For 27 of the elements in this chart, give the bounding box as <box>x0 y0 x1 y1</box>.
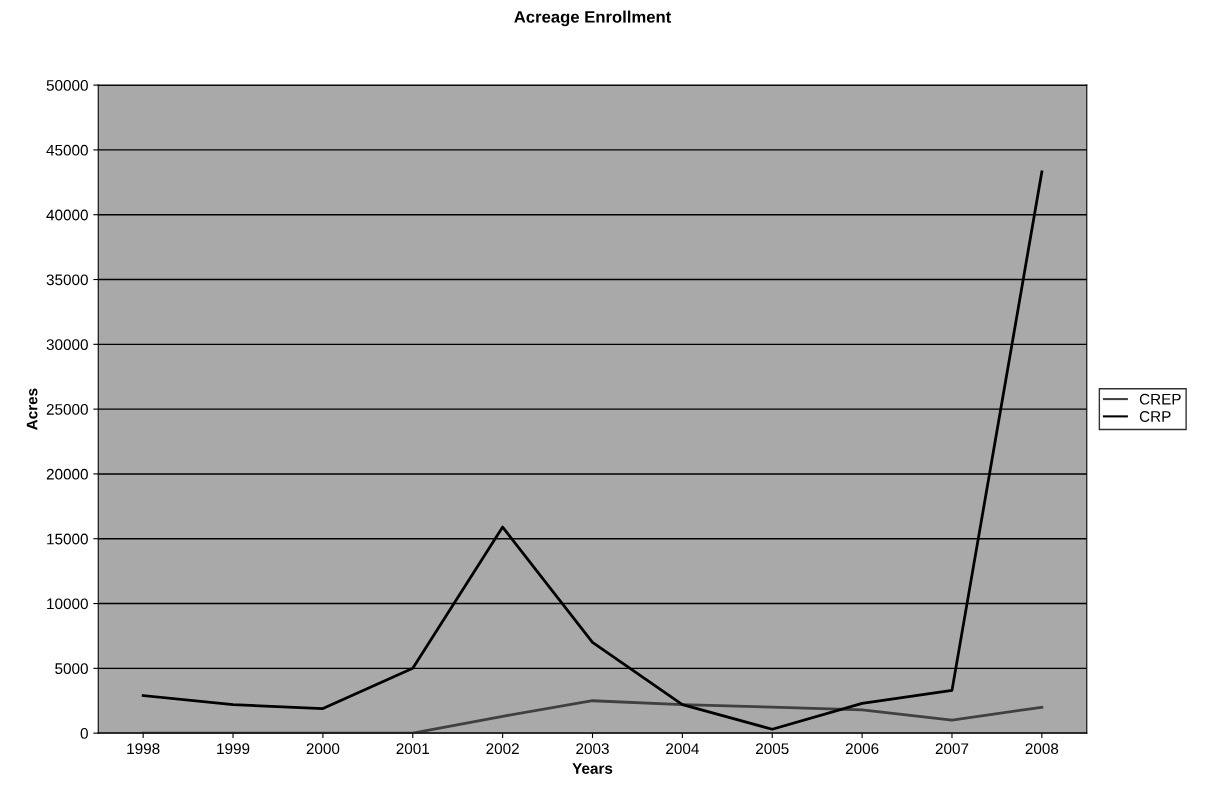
x-tick-label: 1998 <box>127 743 160 755</box>
x-tick-label: 2005 <box>756 743 789 755</box>
x-tick-label: 2006 <box>845 743 879 755</box>
y-tick-label: 35000 <box>46 274 88 286</box>
y-tick-label: 50000 <box>46 79 88 91</box>
y-tick-label: 10000 <box>47 598 88 610</box>
x-tick-label: 2002 <box>486 743 519 755</box>
y-tick-label: 0 <box>80 728 88 739</box>
y-tick-label: 45000 <box>46 144 88 156</box>
y-tick-label: 40000 <box>46 209 88 221</box>
y-tick-label: 30000 <box>46 339 88 351</box>
x-tick-label: 2008 <box>1025 743 1059 755</box>
x-tick-label: 2001 <box>396 743 430 755</box>
y-tick-label: 20000 <box>46 468 88 480</box>
x-tick-label: 1999 <box>217 743 250 755</box>
x-axis-title: Years <box>572 763 613 774</box>
y-tick-label: 5000 <box>55 663 88 675</box>
legend-label: CREP <box>1139 393 1181 405</box>
chart-title: Acreage Enrollment <box>514 10 672 27</box>
y-tick-label: 25000 <box>46 404 88 415</box>
x-tick-label: 2007 <box>935 743 969 755</box>
x-tick-label: 2004 <box>666 743 699 755</box>
legend-label: CRP <box>1139 411 1171 422</box>
x-tick-label: 2000 <box>306 743 340 755</box>
x-tick-label: 2003 <box>576 743 609 755</box>
y-tick-label: 15000 <box>47 533 88 545</box>
y-axis-title: Acres <box>26 388 38 430</box>
